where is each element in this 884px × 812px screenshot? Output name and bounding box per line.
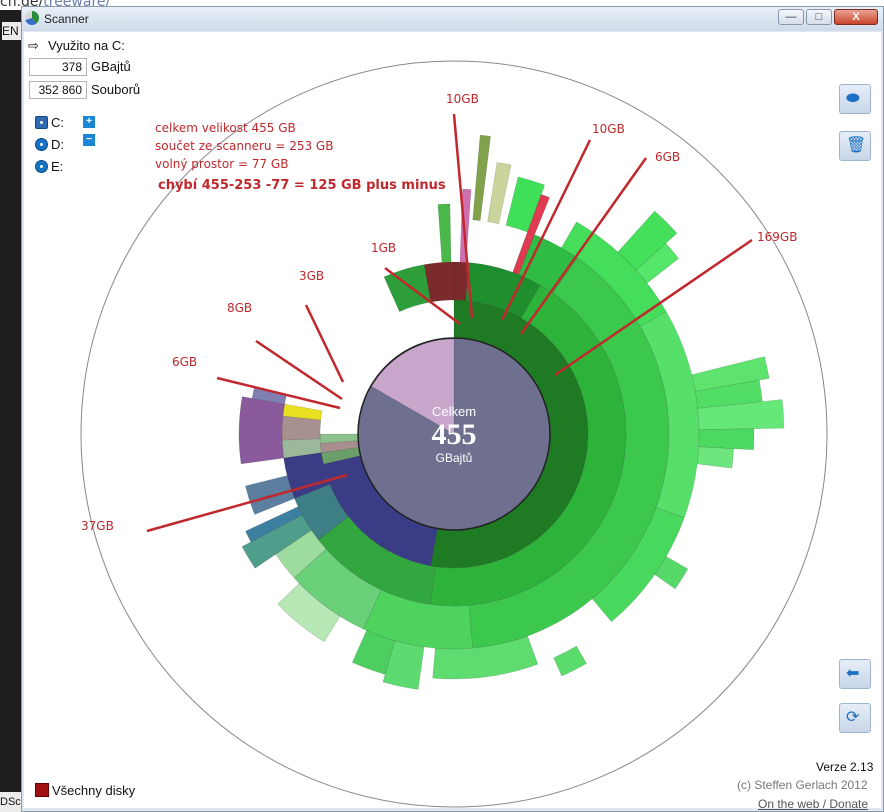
callout-line <box>146 473 348 533</box>
background-url: ch.de/treeware/ <box>0 0 111 10</box>
callout-label: 6GB <box>172 355 197 369</box>
callout-line <box>452 113 474 319</box>
all-disks-icon <box>35 783 49 797</box>
callout-label: 10GB <box>446 92 479 106</box>
outer-spike <box>553 645 587 677</box>
ring3-blue <box>245 475 295 515</box>
refresh-button[interactable]: ⟳ <box>839 703 871 733</box>
all-disks-button[interactable]: Všechny disky <box>35 783 135 798</box>
path-label: Využito na C: <box>48 38 125 53</box>
main-content: Celkem 455 GBajtů 10GB 10GB 6GB 169GB 1GB 3GB 8GB… <box>24 32 881 811</box>
center-label: Celkem <box>432 404 476 419</box>
callout-label: 8GB <box>227 301 252 315</box>
drive-d[interactable]: D: <box>35 137 64 152</box>
current-path: ⇨ Využito na C: <box>28 38 125 54</box>
ring4-segment <box>561 221 667 327</box>
ring2-main <box>465 262 541 319</box>
outer-spike <box>698 428 755 451</box>
ring2-main <box>429 284 627 607</box>
arrow-left-icon: ⬅ <box>846 665 860 682</box>
outer-spike <box>691 356 770 392</box>
ring4-segment <box>639 311 700 519</box>
ring3-main <box>362 589 474 650</box>
ring4-light <box>277 582 341 643</box>
copyright-label: (c) Steffen Gerlach 2012 <box>737 778 868 792</box>
files-unit: Souborů <box>91 82 141 97</box>
center-unit: GBajtů <box>436 451 473 465</box>
drive-c[interactable]: C: <box>35 115 64 130</box>
drive-e[interactable]: E: <box>35 159 63 174</box>
free-space-slice <box>371 338 455 435</box>
ring2-yellow <box>282 403 323 421</box>
outer-spike <box>654 556 689 590</box>
ring2-small <box>281 438 322 459</box>
outer-spike <box>512 193 550 275</box>
ring4-segment <box>591 507 685 623</box>
annotation-text: volný prostor = 77 GB <box>155 157 288 171</box>
refresh-icon: ⟳ <box>846 709 860 726</box>
window-title: Scanner <box>44 12 89 26</box>
back-button[interactable]: ⬅ <box>839 659 871 689</box>
callout-label: 37GB <box>81 519 114 533</box>
drive-icon <box>35 116 48 129</box>
version-label: Verze 2.13 <box>816 760 874 774</box>
callout-line <box>500 139 592 321</box>
zoom-out-button[interactable]: − <box>83 134 95 146</box>
annotation-text: součet ze scanneru = 253 GB <box>155 139 333 153</box>
zoom-in-button[interactable]: + <box>83 116 95 128</box>
outer-spike <box>437 203 452 263</box>
sunburst-chart: Celkem455GBajtů10GB10GB6GB169GB1GB3GB8GB… <box>80 60 828 808</box>
ring4-segment <box>432 635 539 680</box>
outer-spike <box>617 210 678 271</box>
center-value: 455 <box>432 418 477 451</box>
callout-label: 3GB <box>299 269 324 283</box>
callout-label: 1GB <box>371 241 396 255</box>
annotation-text: chybí 455-253 -77 = 125 GB plus minus <box>158 178 446 193</box>
callout-line <box>216 376 341 410</box>
taskbar-item[interactable]: DSc <box>0 792 22 812</box>
minimize-button[interactable]: — <box>778 9 804 25</box>
callout-line <box>554 238 753 377</box>
callout-line <box>255 339 343 401</box>
donate-link[interactable]: On the web / Donate <box>758 797 869 811</box>
background-left-panel <box>0 10 22 812</box>
outer-spike <box>487 162 512 225</box>
size-value: 378 <box>29 58 87 76</box>
ring2-red <box>453 261 470 301</box>
background-strip <box>0 0 884 10</box>
delete-button[interactable]: 🗑 <box>839 131 871 161</box>
outer-spike <box>245 506 303 543</box>
outer-spike <box>382 640 425 690</box>
outer-spike <box>635 242 680 284</box>
size-unit: GBajtů <box>91 59 131 74</box>
cd-drive-icon <box>35 160 48 173</box>
open-folder-button[interactable]: ⬬ <box>839 84 871 114</box>
scanner-window: Scanner — □ X Celkem 455 GBajtů 10GB 10GB 6GB… <box>21 6 884 812</box>
outer-spike <box>472 134 491 221</box>
ring3-purple <box>238 396 285 465</box>
files-value: 352 860 <box>29 81 87 99</box>
outer-spike <box>351 630 396 675</box>
outer-spike <box>696 446 734 469</box>
callout-label: 169GB <box>757 230 797 244</box>
annotation-text: celkem velikost 455 GB <box>155 121 296 135</box>
outer-spike <box>697 399 785 431</box>
arrow-right-icon: ⇨ <box>28 38 39 53</box>
maximize-button[interactable]: □ <box>806 9 832 25</box>
cd-drive-icon <box>35 138 48 151</box>
callout-line <box>304 304 345 383</box>
trash-icon: 🗑 <box>846 137 867 154</box>
language-indicator[interactable]: EN <box>2 22 21 40</box>
callout-line <box>519 157 648 335</box>
callout-line <box>384 266 461 326</box>
app-icon <box>25 11 39 25</box>
outer-spike <box>505 176 546 233</box>
callout-label: 6GB <box>655 150 680 164</box>
callout-label: 10GB <box>592 122 625 136</box>
ring3-light <box>275 529 327 579</box>
close-button[interactable]: X <box>834 9 878 25</box>
disk-icon: ⬬ <box>846 90 860 107</box>
title-bar[interactable]: Scanner — □ X <box>22 7 883 31</box>
ring2-red <box>423 261 455 303</box>
